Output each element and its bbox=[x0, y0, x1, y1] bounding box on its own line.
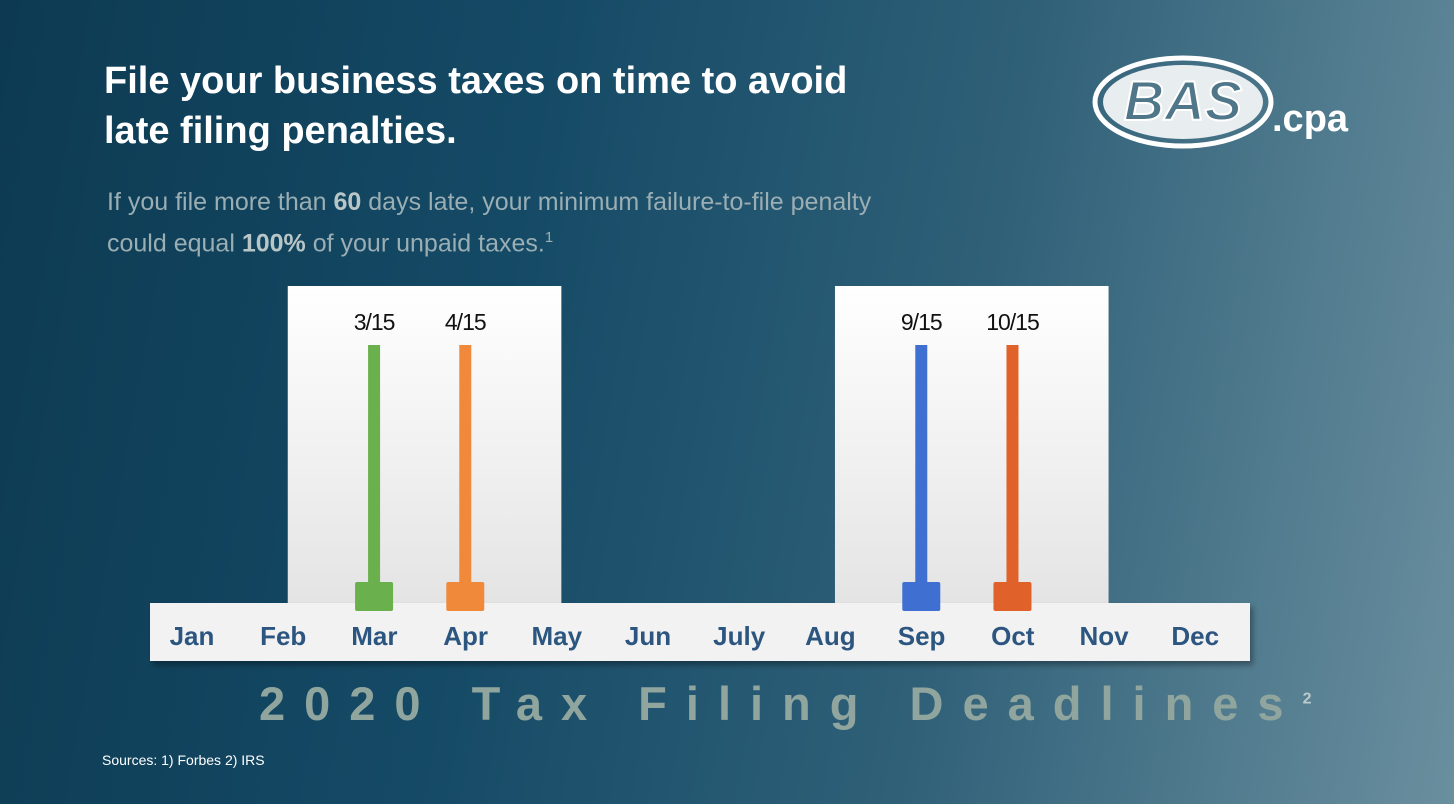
headline-line-2: late filing penalties. bbox=[104, 110, 457, 152]
deadline-timeline-chart: 3/15 4/15 9/15 10/15 Jan Feb Mar Apr May Jun July… bbox=[150, 286, 1250, 661]
month-label-apr: Apr bbox=[443, 621, 488, 651]
deadline-base-4-15 bbox=[446, 582, 485, 611]
deadline-label-3-15: 3/15 bbox=[354, 309, 395, 335]
subtext-part-1: If you file more than bbox=[107, 188, 334, 216]
subtext-part-4: of your unpaid taxes. bbox=[305, 229, 545, 258]
headline: File your business taxes on time to avoi… bbox=[104, 56, 1044, 156]
month-label-mar: Mar bbox=[351, 621, 397, 651]
logo-text: BAS bbox=[1124, 69, 1242, 132]
subtext-footnote: 1 bbox=[544, 229, 554, 246]
subtext-bold-percent: 100% bbox=[241, 229, 306, 258]
deadline-highlight-panel-1 bbox=[287, 286, 562, 603]
chart-title-text: 2020 Tax Filing Deadlines bbox=[259, 677, 1303, 730]
month-label-dec: Dec bbox=[1171, 621, 1219, 651]
chart-title: 2020 Tax Filing Deadlines2 bbox=[259, 676, 1311, 731]
month-label-jun: Jun bbox=[625, 621, 671, 651]
deadline-label-10-15: 10/15 bbox=[986, 309, 1039, 335]
deadline-label-4-15: 4/15 bbox=[445, 309, 486, 335]
deadline-base-10-15 bbox=[993, 582, 1032, 611]
deadline-highlight-panel-2 bbox=[834, 286, 1109, 603]
headline-line-1: File your business taxes on time to avoi… bbox=[104, 60, 848, 102]
month-label-aug: Aug bbox=[805, 621, 856, 651]
subtext-bold-days: 60 bbox=[333, 188, 362, 216]
bas-logo: BAS bbox=[1092, 55, 1274, 149]
month-label-sep: Sep bbox=[898, 621, 946, 651]
month-label-oct: Oct bbox=[991, 621, 1035, 651]
deadline-line-3-15 bbox=[368, 345, 381, 590]
deadline-label-9-15: 9/15 bbox=[901, 309, 942, 335]
month-label-july: July bbox=[713, 621, 766, 651]
sources-note: Sources: 1) Forbes 2) IRS bbox=[102, 752, 265, 768]
deadline-base-9-15 bbox=[902, 582, 941, 611]
subtext-part-2: days late, your minimum failure-to-file … bbox=[361, 188, 872, 216]
deadline-line-4-15 bbox=[459, 345, 472, 590]
subtext-part-3: could equal bbox=[107, 229, 242, 258]
month-label-feb: Feb bbox=[260, 621, 306, 651]
deadline-line-9-15 bbox=[915, 345, 928, 590]
timeline-bar bbox=[150, 603, 1250, 661]
month-label-jan: Jan bbox=[170, 621, 215, 651]
deadline-base-3-15 bbox=[355, 582, 394, 611]
logo-cpa: .cpa bbox=[1272, 98, 1349, 140]
month-label-nov: Nov bbox=[1079, 621, 1129, 651]
penalty-subtext: If you file more than 60 days late, your… bbox=[107, 184, 1047, 261]
chart-title-footnote: 2 bbox=[1302, 690, 1312, 708]
deadline-line-10-15 bbox=[1006, 345, 1019, 590]
month-label-may: May bbox=[532, 621, 583, 651]
